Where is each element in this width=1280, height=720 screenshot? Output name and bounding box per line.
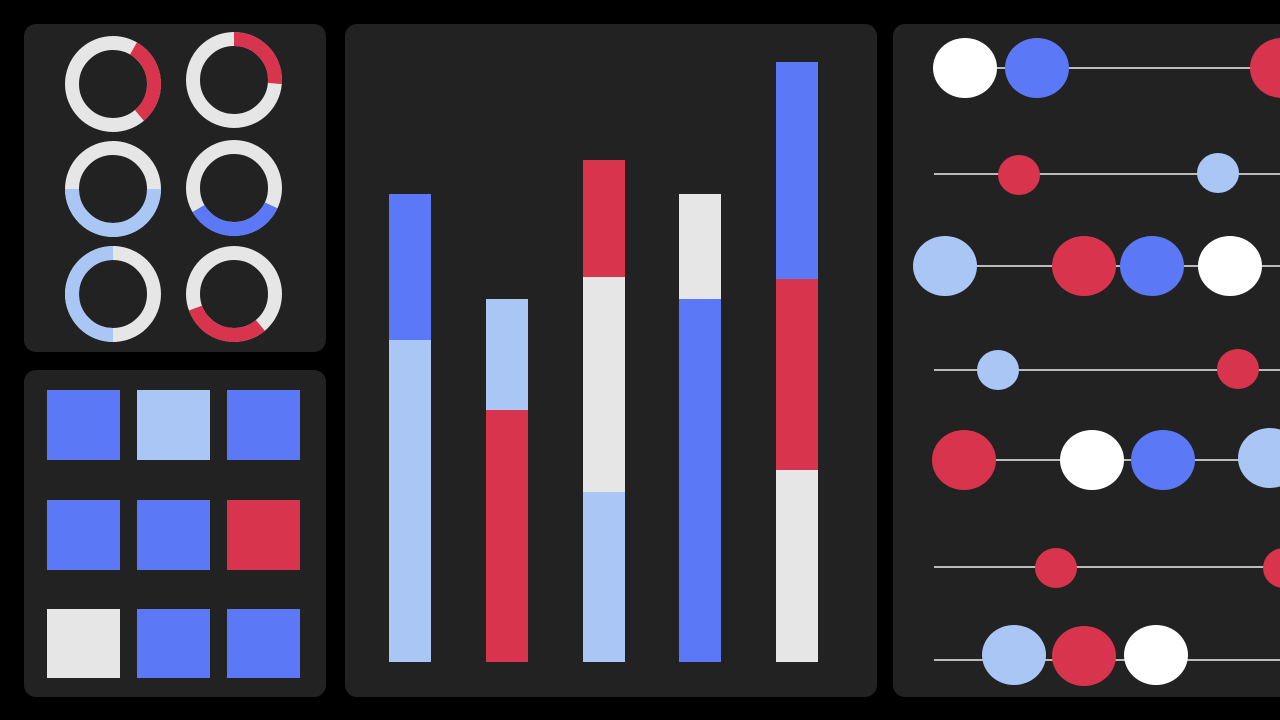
- dot-panel: [893, 24, 1280, 697]
- dot: [1052, 626, 1116, 686]
- tile: [227, 390, 300, 460]
- tile: [227, 500, 300, 570]
- tile: [47, 500, 120, 570]
- bar-segment: [776, 279, 818, 470]
- bar-segment: [486, 299, 528, 410]
- bar-segment: [389, 194, 431, 340]
- tile: [47, 609, 120, 678]
- dot: [1052, 236, 1116, 296]
- dot: [1131, 430, 1195, 490]
- bar-segment: [583, 492, 625, 662]
- donuts: [65, 32, 282, 342]
- dot: [913, 236, 977, 296]
- dot: [1197, 153, 1239, 193]
- dot-rows: [913, 38, 1280, 686]
- donut-arc: [186, 32, 282, 128]
- dot: [998, 155, 1040, 195]
- dot: [933, 38, 997, 98]
- donut-arc: [186, 246, 282, 342]
- dot: [1217, 349, 1259, 389]
- donut-panel: [24, 24, 326, 352]
- bar-segment: [776, 470, 818, 662]
- bar-segment: [583, 277, 625, 492]
- dot: [982, 625, 1046, 685]
- dot: [1250, 38, 1280, 98]
- tiles: [47, 390, 300, 678]
- dot: [977, 350, 1019, 390]
- bar-segment: [583, 160, 625, 277]
- dot: [1124, 625, 1188, 685]
- dot: [932, 430, 996, 490]
- bar-segment: [389, 340, 431, 662]
- dot: [1120, 236, 1184, 296]
- stacked-bars: [389, 62, 818, 662]
- dot: [1060, 430, 1124, 490]
- tile: [137, 500, 210, 570]
- dot: [1198, 236, 1262, 296]
- tile: [227, 609, 300, 678]
- tile: [137, 609, 210, 678]
- bar-segment: [776, 62, 818, 279]
- bar-segment: [486, 410, 528, 662]
- tile: [47, 390, 120, 460]
- donut-arc: [65, 141, 161, 237]
- tile: [137, 390, 210, 460]
- dot: [1035, 548, 1077, 588]
- bar-segment: [679, 299, 721, 662]
- donut-arc: [65, 35, 161, 132]
- dot: [1238, 428, 1280, 488]
- dot: [1263, 548, 1280, 588]
- bar-segment: [679, 194, 721, 299]
- donut-arc: [186, 140, 282, 236]
- donut-arc: [65, 246, 161, 342]
- dot: [1005, 38, 1069, 98]
